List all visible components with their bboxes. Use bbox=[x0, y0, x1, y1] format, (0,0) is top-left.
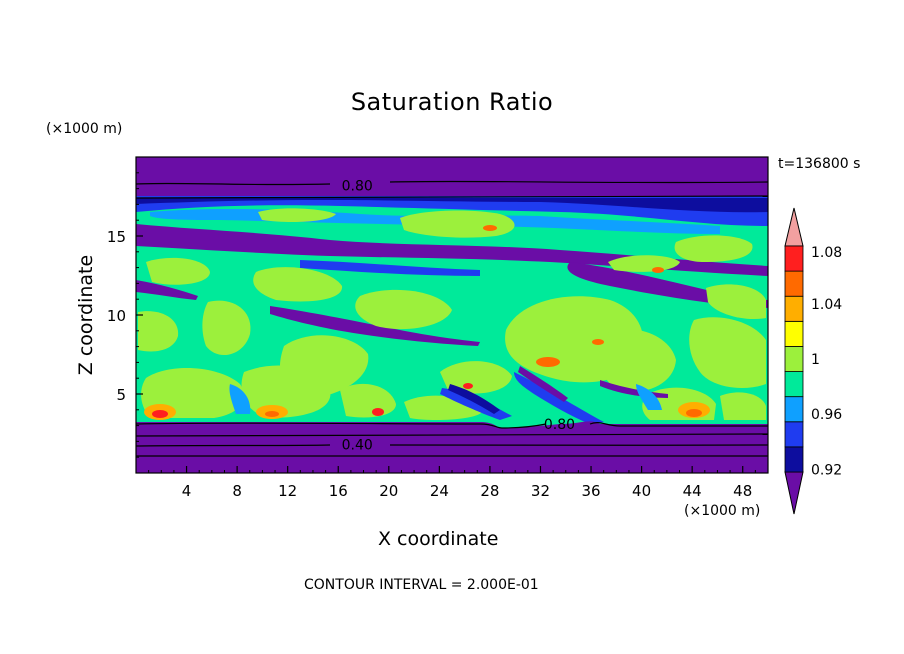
x-tick-label: 44 bbox=[683, 482, 702, 500]
colorbar-tick-label: 0.92 bbox=[811, 462, 842, 478]
hotspot-4 bbox=[372, 408, 384, 416]
cloud-patch-f bbox=[253, 267, 343, 302]
cloud-patch-e bbox=[146, 257, 210, 285]
cyan-patch-2 bbox=[636, 384, 662, 410]
x-axis-label: X coordinate bbox=[378, 528, 499, 550]
time-label: t=136800 s bbox=[778, 156, 861, 172]
x-tick-label: 32 bbox=[531, 482, 550, 500]
cyan-patch-1 bbox=[229, 384, 251, 414]
colorbar-upper-triangle bbox=[784, 207, 804, 247]
y-unit-label: (×1000 m) bbox=[46, 121, 123, 137]
cloud-patch-q bbox=[241, 365, 331, 418]
contour-080-bottom bbox=[135, 422, 768, 429]
y-tick-label: 15 bbox=[107, 228, 126, 246]
navy-intrusion-1 bbox=[448, 384, 500, 414]
x-tick-label: 8 bbox=[232, 482, 242, 500]
x-tick-label: 36 bbox=[581, 482, 600, 500]
cloud-patch-g bbox=[355, 289, 452, 330]
colorbar-tick-label: 0.96 bbox=[811, 407, 842, 423]
y-axis-label: Z coordinate bbox=[75, 255, 97, 375]
colorbar-band bbox=[784, 295, 804, 322]
colorbar-band bbox=[784, 421, 804, 448]
colorbar-lower-triangle bbox=[784, 471, 804, 515]
contour-080-top bbox=[135, 180, 769, 186]
cloud-patch-c bbox=[674, 235, 753, 262]
upper-navy-band bbox=[136, 198, 768, 213]
contour-label: 0.80 bbox=[544, 417, 575, 433]
y-tick-label: 5 bbox=[116, 386, 126, 404]
x-tick-label: 28 bbox=[480, 482, 499, 500]
contour-label: 0.40 bbox=[342, 438, 373, 454]
colorbar: 1.08 1.04 1 0.96 0.92 bbox=[784, 207, 842, 515]
cloud-patch-b bbox=[400, 210, 515, 238]
colorbar-band bbox=[784, 320, 804, 347]
hotspot-7 bbox=[483, 225, 497, 231]
cloud-patch-a bbox=[258, 208, 336, 222]
plot-area: 0.80 0.80 0.40 bbox=[135, 156, 769, 474]
purple-streak-3 bbox=[136, 280, 198, 300]
y-tick-label: 10 bbox=[107, 307, 126, 325]
cloud-patch-h bbox=[138, 311, 179, 352]
lower-dry-layer bbox=[136, 421, 768, 473]
hotspot-1-core bbox=[152, 410, 168, 418]
x-tick-label: 40 bbox=[632, 482, 651, 500]
hotspot-8 bbox=[652, 267, 664, 273]
hotspot-2-core bbox=[265, 411, 279, 417]
cloud-patch-k bbox=[440, 361, 512, 394]
top-dry-layer bbox=[136, 157, 768, 199]
colorbar-band bbox=[784, 446, 804, 473]
hotspot-3-core bbox=[686, 409, 702, 417]
colorbar-tick-label: 1.08 bbox=[811, 245, 842, 261]
colorbar-band bbox=[784, 371, 804, 398]
colorbar-band bbox=[784, 270, 804, 297]
chart-title: Saturation Ratio bbox=[350, 88, 554, 116]
purple-streak-4 bbox=[270, 306, 480, 346]
x-tick-label: 48 bbox=[733, 482, 752, 500]
cloud-patch-o bbox=[689, 317, 766, 388]
colorbar-tick-label: 1.04 bbox=[811, 297, 842, 313]
x-tick-label: 12 bbox=[278, 482, 297, 500]
contour-label: 0.80 bbox=[342, 178, 373, 194]
cloud-patch-m bbox=[597, 329, 676, 392]
cloud-patch-i bbox=[202, 300, 251, 356]
colorbar-band bbox=[784, 346, 804, 372]
colorbar-band bbox=[784, 245, 804, 272]
colorbar-band bbox=[784, 396, 804, 423]
cloud-patch-n bbox=[706, 284, 766, 320]
blue-streak-1 bbox=[300, 260, 480, 276]
cloud-patch-u bbox=[720, 392, 766, 420]
hotspot-5 bbox=[536, 357, 560, 367]
x-tick-label: 4 bbox=[182, 482, 192, 500]
hotspot-6 bbox=[592, 339, 604, 345]
x-tick-label: 20 bbox=[379, 482, 398, 500]
contour-interval-label: CONTOUR INTERVAL = 2.000E-01 bbox=[304, 577, 539, 593]
x-tick-label: 16 bbox=[329, 482, 348, 500]
colorbar-tick-label: 1 bbox=[811, 352, 820, 368]
contour-040 bbox=[135, 444, 769, 447]
x-unit-label: (×1000 m) bbox=[684, 503, 761, 519]
contour-lower-1 bbox=[135, 433, 769, 437]
contour-top-2 bbox=[135, 195, 769, 199]
cloud-patch-d bbox=[608, 255, 680, 272]
purple-intrusion-1 bbox=[518, 366, 568, 402]
hotspot-9 bbox=[463, 383, 473, 389]
x-tick-label: 24 bbox=[430, 482, 449, 500]
